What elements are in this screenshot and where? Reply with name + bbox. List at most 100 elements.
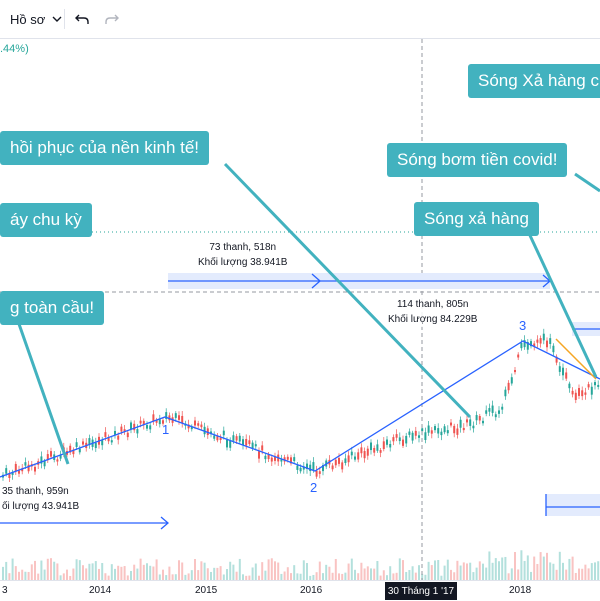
chevron-down-icon [52, 16, 62, 22]
trend-line-orange [555, 338, 597, 380]
candle-body [466, 419, 468, 423]
candle-body [523, 340, 526, 348]
volume-bar [62, 573, 65, 580]
volume-bar [40, 560, 43, 580]
volume-bar [91, 563, 94, 580]
callout-day-chu-ky[interactable]: áy chu kỳ [0, 203, 92, 237]
volume-bar [581, 568, 584, 580]
volume-bar [248, 575, 251, 580]
candle-body [450, 422, 452, 426]
candle-body [69, 445, 72, 453]
candle-body [488, 408, 491, 412]
callout-toan-cau[interactable]: g toàn cầu! [0, 291, 105, 325]
volume-bar [232, 564, 235, 580]
candle-body [334, 459, 337, 466]
candle-body [347, 455, 350, 463]
candle-body [472, 425, 475, 429]
candle-body [229, 440, 232, 448]
volume-bar [117, 565, 120, 580]
candle-body [24, 462, 27, 466]
candle-body [149, 425, 152, 430]
volume-bar [520, 550, 523, 580]
volume-bar [194, 559, 196, 580]
volume-bar [430, 565, 433, 580]
candle-body [270, 457, 273, 462]
candle-body [434, 426, 436, 431]
volume-bar [584, 564, 587, 580]
volume-bar [389, 566, 392, 580]
candle-body [50, 451, 52, 457]
candle-body [302, 466, 305, 470]
candle-body [539, 338, 542, 344]
candle-body [242, 439, 244, 446]
candle-body [248, 440, 251, 445]
candle-body [341, 462, 344, 470]
volume-bar [491, 562, 494, 580]
candle-body [350, 451, 353, 456]
volume-bar [565, 569, 568, 580]
volume-bars [2, 550, 600, 580]
volume-bar [546, 552, 548, 580]
time-crosshair-label: 30 Tháng 1 '17 [385, 582, 457, 600]
volume-bar [283, 571, 286, 580]
candle-body [200, 424, 203, 428]
volume-bar [190, 570, 193, 580]
measure-2-bars: 114 thanh, 805n [396, 299, 469, 310]
candle-body [379, 450, 382, 453]
volume-bar [309, 575, 312, 580]
callout-hoi-phuc-kinh-te[interactable]: hồi phục của nền kinh tế! [0, 131, 210, 165]
undo-button[interactable] [74, 0, 90, 38]
volume-bar [11, 558, 14, 580]
candle-body [459, 419, 462, 428]
volume-bar [446, 559, 449, 580]
time-axis[interactable]: 3 2014 2015 2016 30 Tháng 1 '17 2018 [0, 580, 600, 601]
callout-song-xa-hang-c[interactable]: Sóng Xả hàng c [468, 64, 600, 98]
redo-button[interactable] [104, 0, 120, 38]
volume-bar [56, 563, 59, 580]
volume-bar [210, 571, 212, 580]
volume-bar [424, 574, 427, 580]
candle-body [498, 410, 500, 414]
time-tick: 2018 [509, 585, 532, 596]
candle-body [139, 420, 142, 424]
callout-bom-tien-covid[interactable]: Sóng bơm tiền covid! [387, 143, 568, 177]
candle-body [11, 471, 14, 475]
candlesticks [2, 328, 600, 483]
volume-bar [488, 551, 491, 580]
volume-bar [334, 558, 337, 580]
candle-body [14, 463, 17, 472]
time-tick: 2014 [89, 585, 112, 596]
candle-body [107, 438, 110, 442]
candle-body [254, 444, 257, 447]
candle-body [72, 449, 75, 455]
candle-body [290, 457, 292, 464]
chart-canvas[interactable] [0, 39, 600, 580]
profile-menu-button[interactable]: Hồ sơ [10, 0, 64, 38]
volume-bar [306, 563, 308, 580]
candle-body [533, 343, 536, 347]
volume-bar [350, 558, 353, 580]
volume-bar [94, 561, 97, 580]
volume-bar [373, 568, 376, 580]
volume-bar [469, 562, 472, 580]
candle-body [318, 471, 321, 474]
candle-body [194, 420, 196, 426]
candle-body [136, 429, 139, 434]
callout-pointer-bom-tien [574, 172, 600, 193]
candle-body [162, 420, 164, 424]
candle-body [94, 442, 97, 449]
candle-body [382, 441, 385, 450]
candle-body [565, 372, 568, 379]
volume-bar [53, 561, 56, 580]
top-toolbar: Hồ sơ [0, 0, 600, 39]
volume-bar [523, 560, 526, 580]
callout-song-xa-hang[interactable]: Sóng xả hàng [414, 202, 539, 236]
measure-3-bars: 35 thanh, 959n [2, 486, 69, 497]
volume-bar [82, 565, 84, 580]
volume-bar [46, 558, 49, 580]
volume-bar [219, 566, 222, 580]
candle-body [555, 356, 558, 363]
volume-bar [107, 575, 110, 580]
volume-bar [331, 572, 334, 580]
volume-bar [357, 573, 360, 580]
